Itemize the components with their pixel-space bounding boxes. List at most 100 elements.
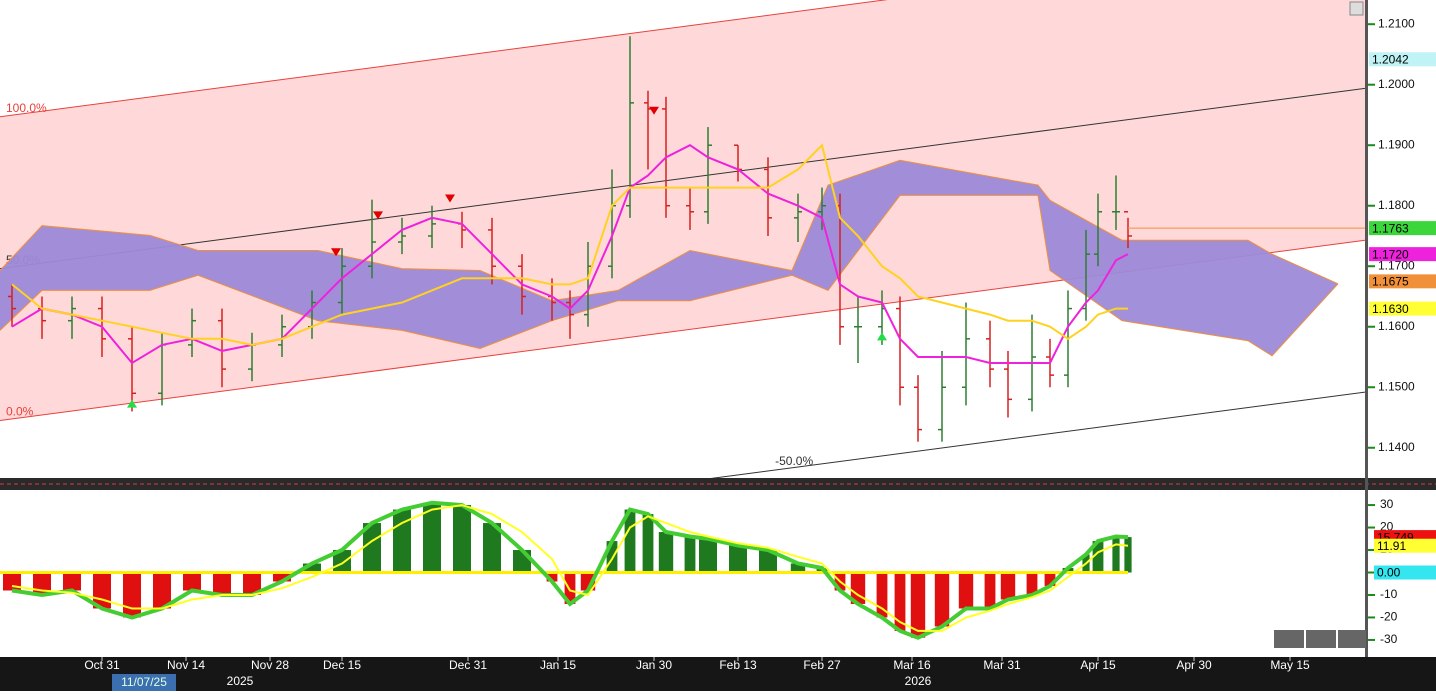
x-tick-label: Mar 31 bbox=[983, 658, 1021, 672]
histogram-bar bbox=[564, 572, 576, 604]
histogram-bar bbox=[303, 563, 321, 573]
oscillator-panel bbox=[0, 500, 1132, 640]
x-tick-label: Oct 31 bbox=[84, 658, 120, 672]
x-tick-label: Jan 30 bbox=[636, 658, 672, 672]
histogram-bar bbox=[790, 563, 806, 573]
y-tick-label: 1.2100 bbox=[1378, 16, 1415, 30]
x-tick-label: Apr 15 bbox=[1080, 658, 1116, 672]
signal-line bbox=[11, 504, 1129, 632]
price-box bbox=[1369, 52, 1436, 67]
price-box bbox=[1369, 247, 1436, 262]
histogram-bar bbox=[658, 532, 674, 573]
histogram-bar bbox=[684, 536, 696, 573]
y-tick-label: 1.1700 bbox=[1378, 258, 1415, 272]
x-tick-label: Dec 15 bbox=[323, 658, 361, 672]
y-tick-label: -10 bbox=[1380, 587, 1398, 601]
x-tick-label: Nov 14 bbox=[167, 658, 205, 672]
histogram-bar bbox=[153, 572, 171, 609]
x-tick-label: Mar 16 bbox=[893, 658, 931, 672]
histogram-bar bbox=[123, 572, 141, 618]
histogram-bar bbox=[759, 550, 777, 573]
channel-line bbox=[0, 0, 888, 118]
histogram-bar bbox=[393, 509, 411, 573]
cloud-fill bbox=[0, 160, 1338, 356]
tool-button[interactable] bbox=[1306, 630, 1336, 648]
price-box-label: 1.1720 bbox=[1372, 247, 1409, 261]
histogram-bar bbox=[183, 572, 201, 591]
price-box-label: 1.2042 bbox=[1372, 52, 1409, 66]
histogram-bar bbox=[729, 545, 747, 573]
buy-signal bbox=[877, 332, 887, 341]
value-box-label: 11.91 bbox=[1377, 539, 1406, 553]
sell-signal bbox=[373, 211, 383, 220]
price-box bbox=[1369, 301, 1436, 316]
cloud-edge bbox=[0, 159, 1339, 302]
histogram-bar bbox=[213, 572, 231, 595]
histogram-bar bbox=[273, 572, 291, 582]
price-box-label: 1.1630 bbox=[1372, 302, 1409, 316]
channel-label: 0.0% bbox=[6, 405, 34, 419]
y-tick-label: -20 bbox=[1380, 610, 1398, 624]
x-tick-label: Dec 31 bbox=[449, 658, 487, 672]
histogram-bar bbox=[243, 572, 261, 595]
histogram-bar bbox=[1026, 572, 1038, 595]
histogram-bar bbox=[63, 572, 81, 591]
histogram-bar bbox=[423, 502, 441, 573]
price-panel: 100.0%50.0%0.0%-50.0% bbox=[0, 0, 1365, 478]
sell-signal bbox=[445, 194, 455, 203]
value-box bbox=[1374, 538, 1436, 553]
price-box bbox=[1369, 274, 1436, 289]
sell-signal bbox=[649, 106, 659, 115]
x-tick-label: Feb 13 bbox=[719, 658, 757, 672]
tool-button[interactable] bbox=[1338, 630, 1366, 648]
histogram-bar bbox=[513, 550, 531, 573]
x-tick-label: Apr 30 bbox=[1176, 658, 1212, 672]
histogram-bar bbox=[624, 509, 636, 573]
buy-signal bbox=[127, 399, 137, 408]
indicator-line bbox=[11, 143, 1128, 346]
histogram-bar bbox=[934, 572, 950, 627]
scroll-button[interactable] bbox=[1349, 1, 1364, 16]
axis-line bbox=[1365, 0, 1368, 657]
histogram-bar bbox=[876, 572, 888, 618]
histogram-bar bbox=[642, 514, 654, 573]
histogram-bar bbox=[453, 505, 471, 573]
price-box-label: 1.1763 bbox=[1372, 221, 1409, 235]
histogram-bar bbox=[1124, 537, 1132, 573]
histogram-bar bbox=[1044, 572, 1056, 586]
histogram-bar bbox=[984, 572, 996, 609]
histogram-bar bbox=[1000, 572, 1016, 600]
channel-label: -50.0% bbox=[775, 454, 813, 468]
y-tick-label: -30 bbox=[1380, 632, 1398, 646]
x-tick-label: Feb 27 bbox=[803, 658, 841, 672]
cursor-box bbox=[112, 674, 176, 691]
price-box bbox=[1369, 221, 1436, 236]
histogram-bar bbox=[699, 538, 717, 573]
indicator-line bbox=[11, 144, 1129, 365]
histogram-bar bbox=[333, 550, 351, 573]
histogram-bar bbox=[546, 572, 558, 582]
histogram-bar bbox=[483, 523, 501, 573]
cloud-edge bbox=[0, 194, 1339, 357]
x-tick-label: May 15 bbox=[1270, 658, 1310, 672]
channel-line bbox=[0, 87, 1365, 270]
axes: 1.2100 1.2000 1.1900 1.1800 1.1700 1.1600 1.15… bbox=[84, 16, 1436, 691]
histogram-bar bbox=[958, 572, 974, 609]
time-axis bbox=[0, 657, 1436, 691]
year-label: 2025 bbox=[227, 674, 254, 688]
y-tick-label: 1.2000 bbox=[1378, 77, 1415, 91]
y-tick-label: 30 bbox=[1380, 497, 1394, 511]
channel-line bbox=[710, 391, 1365, 478]
histogram-bar bbox=[363, 523, 381, 573]
sell-signal bbox=[331, 248, 341, 257]
tool-button[interactable] bbox=[1274, 630, 1304, 648]
value-box-label: 0.00 bbox=[1377, 566, 1401, 580]
histogram-bar bbox=[606, 541, 618, 573]
year-label: 2026 bbox=[905, 674, 932, 688]
x-tick-label: Jan 15 bbox=[540, 658, 576, 672]
toolbar bbox=[1274, 630, 1366, 648]
histogram-bar bbox=[1092, 541, 1104, 573]
y-tick-label: 1.1500 bbox=[1378, 379, 1415, 393]
y-tick-label: 1.1400 bbox=[1378, 440, 1415, 454]
